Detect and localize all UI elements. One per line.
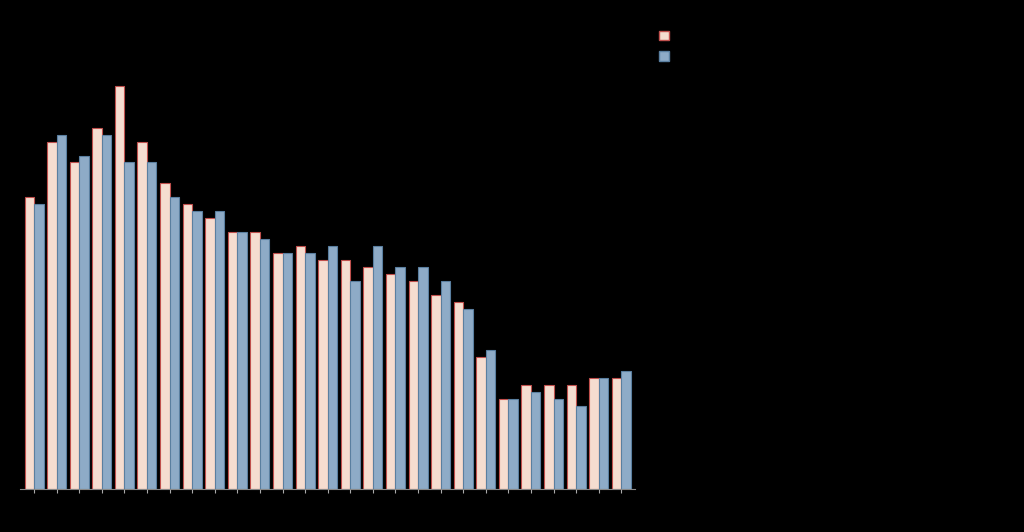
Bar (318, 260, 328, 489)
Bar (283, 253, 292, 489)
Bar (170, 197, 179, 489)
Bar (440, 281, 451, 489)
Bar (566, 385, 577, 489)
Bar (521, 385, 531, 489)
Bar (454, 302, 463, 489)
Bar (531, 392, 541, 489)
Bar (476, 358, 485, 489)
Bar (395, 267, 404, 489)
Bar (305, 253, 314, 489)
Bar (350, 281, 359, 489)
Bar (124, 162, 134, 489)
Bar (364, 267, 373, 489)
Bar (622, 371, 631, 489)
Bar (137, 142, 147, 489)
Bar (238, 232, 247, 489)
Bar (373, 246, 382, 489)
Bar (485, 350, 496, 489)
Bar (431, 295, 440, 489)
Bar (56, 135, 67, 489)
Bar (499, 399, 508, 489)
Bar (101, 135, 112, 489)
Bar (251, 232, 260, 489)
Bar (70, 162, 79, 489)
Bar (25, 197, 34, 489)
Bar (92, 128, 101, 489)
Bar (544, 385, 554, 489)
Bar (147, 162, 157, 489)
Bar (34, 204, 43, 489)
Bar (508, 399, 518, 489)
Bar (418, 267, 427, 489)
Bar (215, 211, 224, 489)
Bar (182, 204, 193, 489)
Bar (463, 309, 473, 489)
Bar (554, 399, 563, 489)
Bar (611, 378, 622, 489)
Bar (589, 378, 599, 489)
Bar (115, 86, 124, 489)
Bar (160, 184, 170, 489)
Bar (47, 142, 56, 489)
Legend: , : , (656, 28, 675, 66)
Bar (273, 253, 283, 489)
Bar (227, 232, 238, 489)
Bar (296, 246, 305, 489)
Bar (193, 211, 202, 489)
Bar (386, 274, 395, 489)
Bar (577, 406, 586, 489)
Bar (409, 281, 418, 489)
Bar (260, 239, 269, 489)
Bar (599, 378, 608, 489)
Bar (328, 246, 337, 489)
Bar (79, 155, 89, 489)
Bar (341, 260, 350, 489)
Bar (205, 218, 215, 489)
